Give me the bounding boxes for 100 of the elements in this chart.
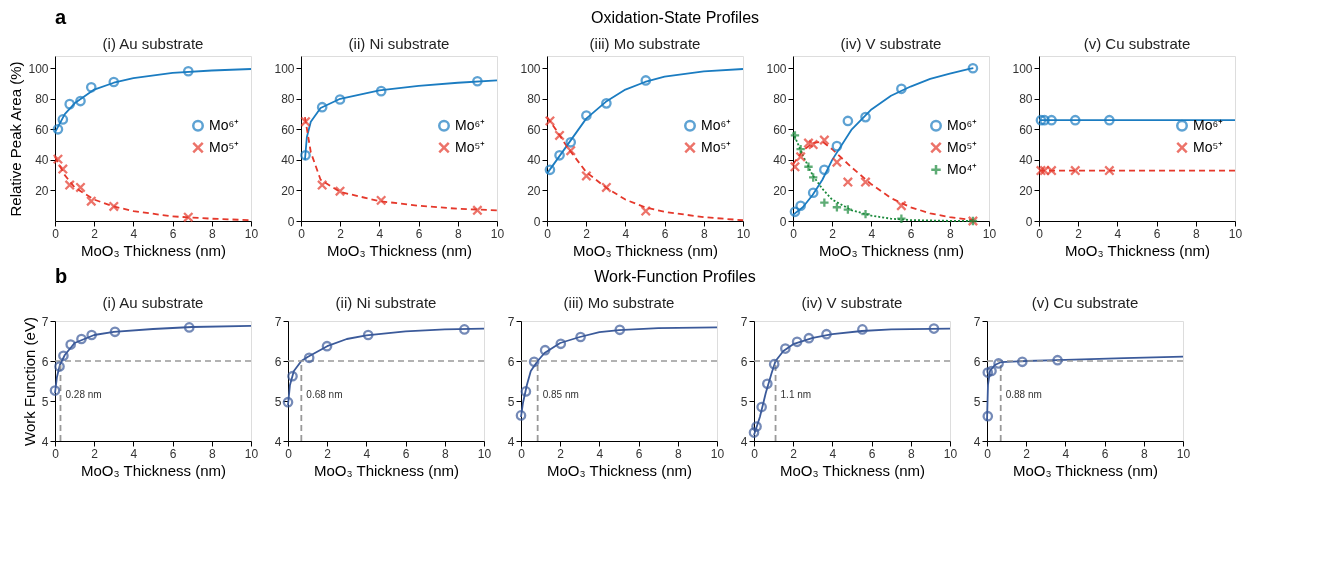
y-tick-label: 80 <box>281 92 295 107</box>
y-tick-label: 60 <box>773 122 787 137</box>
x-tick-label: 10 <box>1176 446 1191 461</box>
x-tick-label: 0 <box>790 226 798 241</box>
y-tick-label: 0 <box>533 214 541 229</box>
text: Oxidation-State Profiles <box>590 9 760 26</box>
y-tick-label: 40 <box>1019 153 1033 168</box>
y-tick-label: 40 <box>35 153 49 168</box>
y-tick-label: 7 <box>41 314 49 329</box>
y-tick-label: 7 <box>507 314 515 329</box>
x-tick-label: 4 <box>1062 446 1070 461</box>
x-tick-label: 4 <box>363 446 371 461</box>
y-axis-title: Work Function (eV) <box>20 317 38 446</box>
x-tick-label: 6 <box>415 226 423 241</box>
legend-label: Mo⁶⁺ <box>1193 116 1224 133</box>
y-tick-label: 20 <box>35 183 49 198</box>
x-tick-label: 2 <box>324 446 332 461</box>
y-tick-label: 80 <box>1019 92 1033 107</box>
x-tick-label: 8 <box>441 446 449 461</box>
x-tick-label: 0 <box>751 446 759 461</box>
chart-title: (i) Au substrate <box>102 294 204 311</box>
y-tick-label: 6 <box>274 354 282 369</box>
x-axis-title: MoO₃ Thickness (nm) <box>818 241 965 259</box>
x-axis-title: MoO₃ Thickness (nm) <box>80 241 227 259</box>
x-tick-label: 10 <box>982 226 997 241</box>
chart-title: (v) Cu substrate <box>1031 294 1139 311</box>
chart-title: (v) Cu substrate <box>1083 35 1191 52</box>
x-tick-label: 6 <box>169 446 177 461</box>
x-tick-label: 2 <box>829 226 837 241</box>
text: a <box>55 6 67 28</box>
y-tick-label: 20 <box>527 183 541 198</box>
y-tick-label: 5 <box>41 394 49 409</box>
text: b <box>55 265 68 287</box>
x-axis-title: MoO₃ Thickness (nm) <box>546 461 693 479</box>
legend-label: Mo⁶⁺ <box>947 116 978 133</box>
x-tick-label: 10 <box>1228 226 1243 241</box>
x-tick-label: 6 <box>868 446 876 461</box>
legend-label: Mo⁵⁺ <box>701 138 732 155</box>
y-tick-label: 60 <box>35 122 49 137</box>
y-tick-label: 80 <box>773 92 787 107</box>
x-tick-label: 4 <box>622 226 630 241</box>
x-tick-label: 10 <box>244 226 259 241</box>
y-tick-label: 5 <box>507 394 515 409</box>
x-tick-label: 2 <box>557 446 565 461</box>
y-tick-label: 80 <box>35 92 49 107</box>
y-tick-label: 4 <box>740 434 748 449</box>
y-tick-label: 6 <box>41 354 49 369</box>
chart-title: (ii) Ni substrate <box>348 35 450 52</box>
x-tick-label: 10 <box>710 446 725 461</box>
annotation: 0.85 nm <box>542 389 579 401</box>
x-axis-title: MoO₃ Thickness (nm) <box>80 461 227 479</box>
legend-label: Mo⁵⁺ <box>455 138 486 155</box>
legend-label: Mo⁶⁺ <box>209 116 240 133</box>
x-tick-label: 8 <box>1192 226 1200 241</box>
x-tick-label: 4 <box>829 446 837 461</box>
x-axis-title: MoO₃ Thickness (nm) <box>1012 461 1159 479</box>
y-tick-label: 60 <box>1019 122 1033 137</box>
x-tick-label: 2 <box>91 226 99 241</box>
y-tick-label: 6 <box>740 354 748 369</box>
x-tick-label: 6 <box>661 226 669 241</box>
annotation: 1.1 nm <box>780 389 812 401</box>
x-tick-label: 0 <box>52 226 60 241</box>
y-tick-label: 5 <box>274 394 282 409</box>
annotation: 0.68 nm <box>306 389 343 401</box>
x-tick-label: 6 <box>907 226 915 241</box>
text: Work-Function Profiles <box>594 268 756 285</box>
y-tick-label: 20 <box>773 183 787 198</box>
y-tick-label: 0 <box>1025 214 1033 229</box>
x-tick-label: 8 <box>700 226 708 241</box>
x-tick-label: 2 <box>91 446 99 461</box>
x-tick-label: 6 <box>1101 446 1109 461</box>
y-tick-label: 6 <box>507 354 515 369</box>
y-tick-label: 6 <box>973 354 981 369</box>
annotation: 0.88 nm <box>1005 389 1042 401</box>
y-tick-label: 4 <box>274 434 282 449</box>
x-axis-title: MoO₃ Thickness (nm) <box>313 461 460 479</box>
y-tick-label: 7 <box>740 314 748 329</box>
x-axis-title: MoO₃ Thickness (nm) <box>572 241 719 259</box>
x-tick-label: 0 <box>52 446 60 461</box>
x-tick-label: 0 <box>298 226 306 241</box>
x-tick-label: 2 <box>790 446 798 461</box>
x-tick-label: 10 <box>736 226 751 241</box>
x-tick-label: 4 <box>130 226 138 241</box>
y-tick-label: 5 <box>973 394 981 409</box>
legend-label: Mo⁵⁺ <box>1193 138 1224 155</box>
y-tick-label: 60 <box>527 122 541 137</box>
chart-title: (iv) V substrate <box>801 294 903 311</box>
x-tick-label: 2 <box>1023 446 1031 461</box>
x-tick-label: 0 <box>544 226 552 241</box>
x-tick-label: 10 <box>477 446 492 461</box>
x-tick-label: 2 <box>1075 226 1083 241</box>
x-tick-label: 4 <box>376 226 384 241</box>
chart-title: (iv) V substrate <box>840 35 942 52</box>
x-tick-label: 6 <box>169 226 177 241</box>
x-tick-label: 2 <box>583 226 591 241</box>
x-tick-label: 8 <box>1140 446 1148 461</box>
y-tick-label: 100 <box>766 61 787 76</box>
y-tick-label: 7 <box>274 314 282 329</box>
y-tick-label: 100 <box>520 61 541 76</box>
y-tick-label: 100 <box>274 61 295 76</box>
